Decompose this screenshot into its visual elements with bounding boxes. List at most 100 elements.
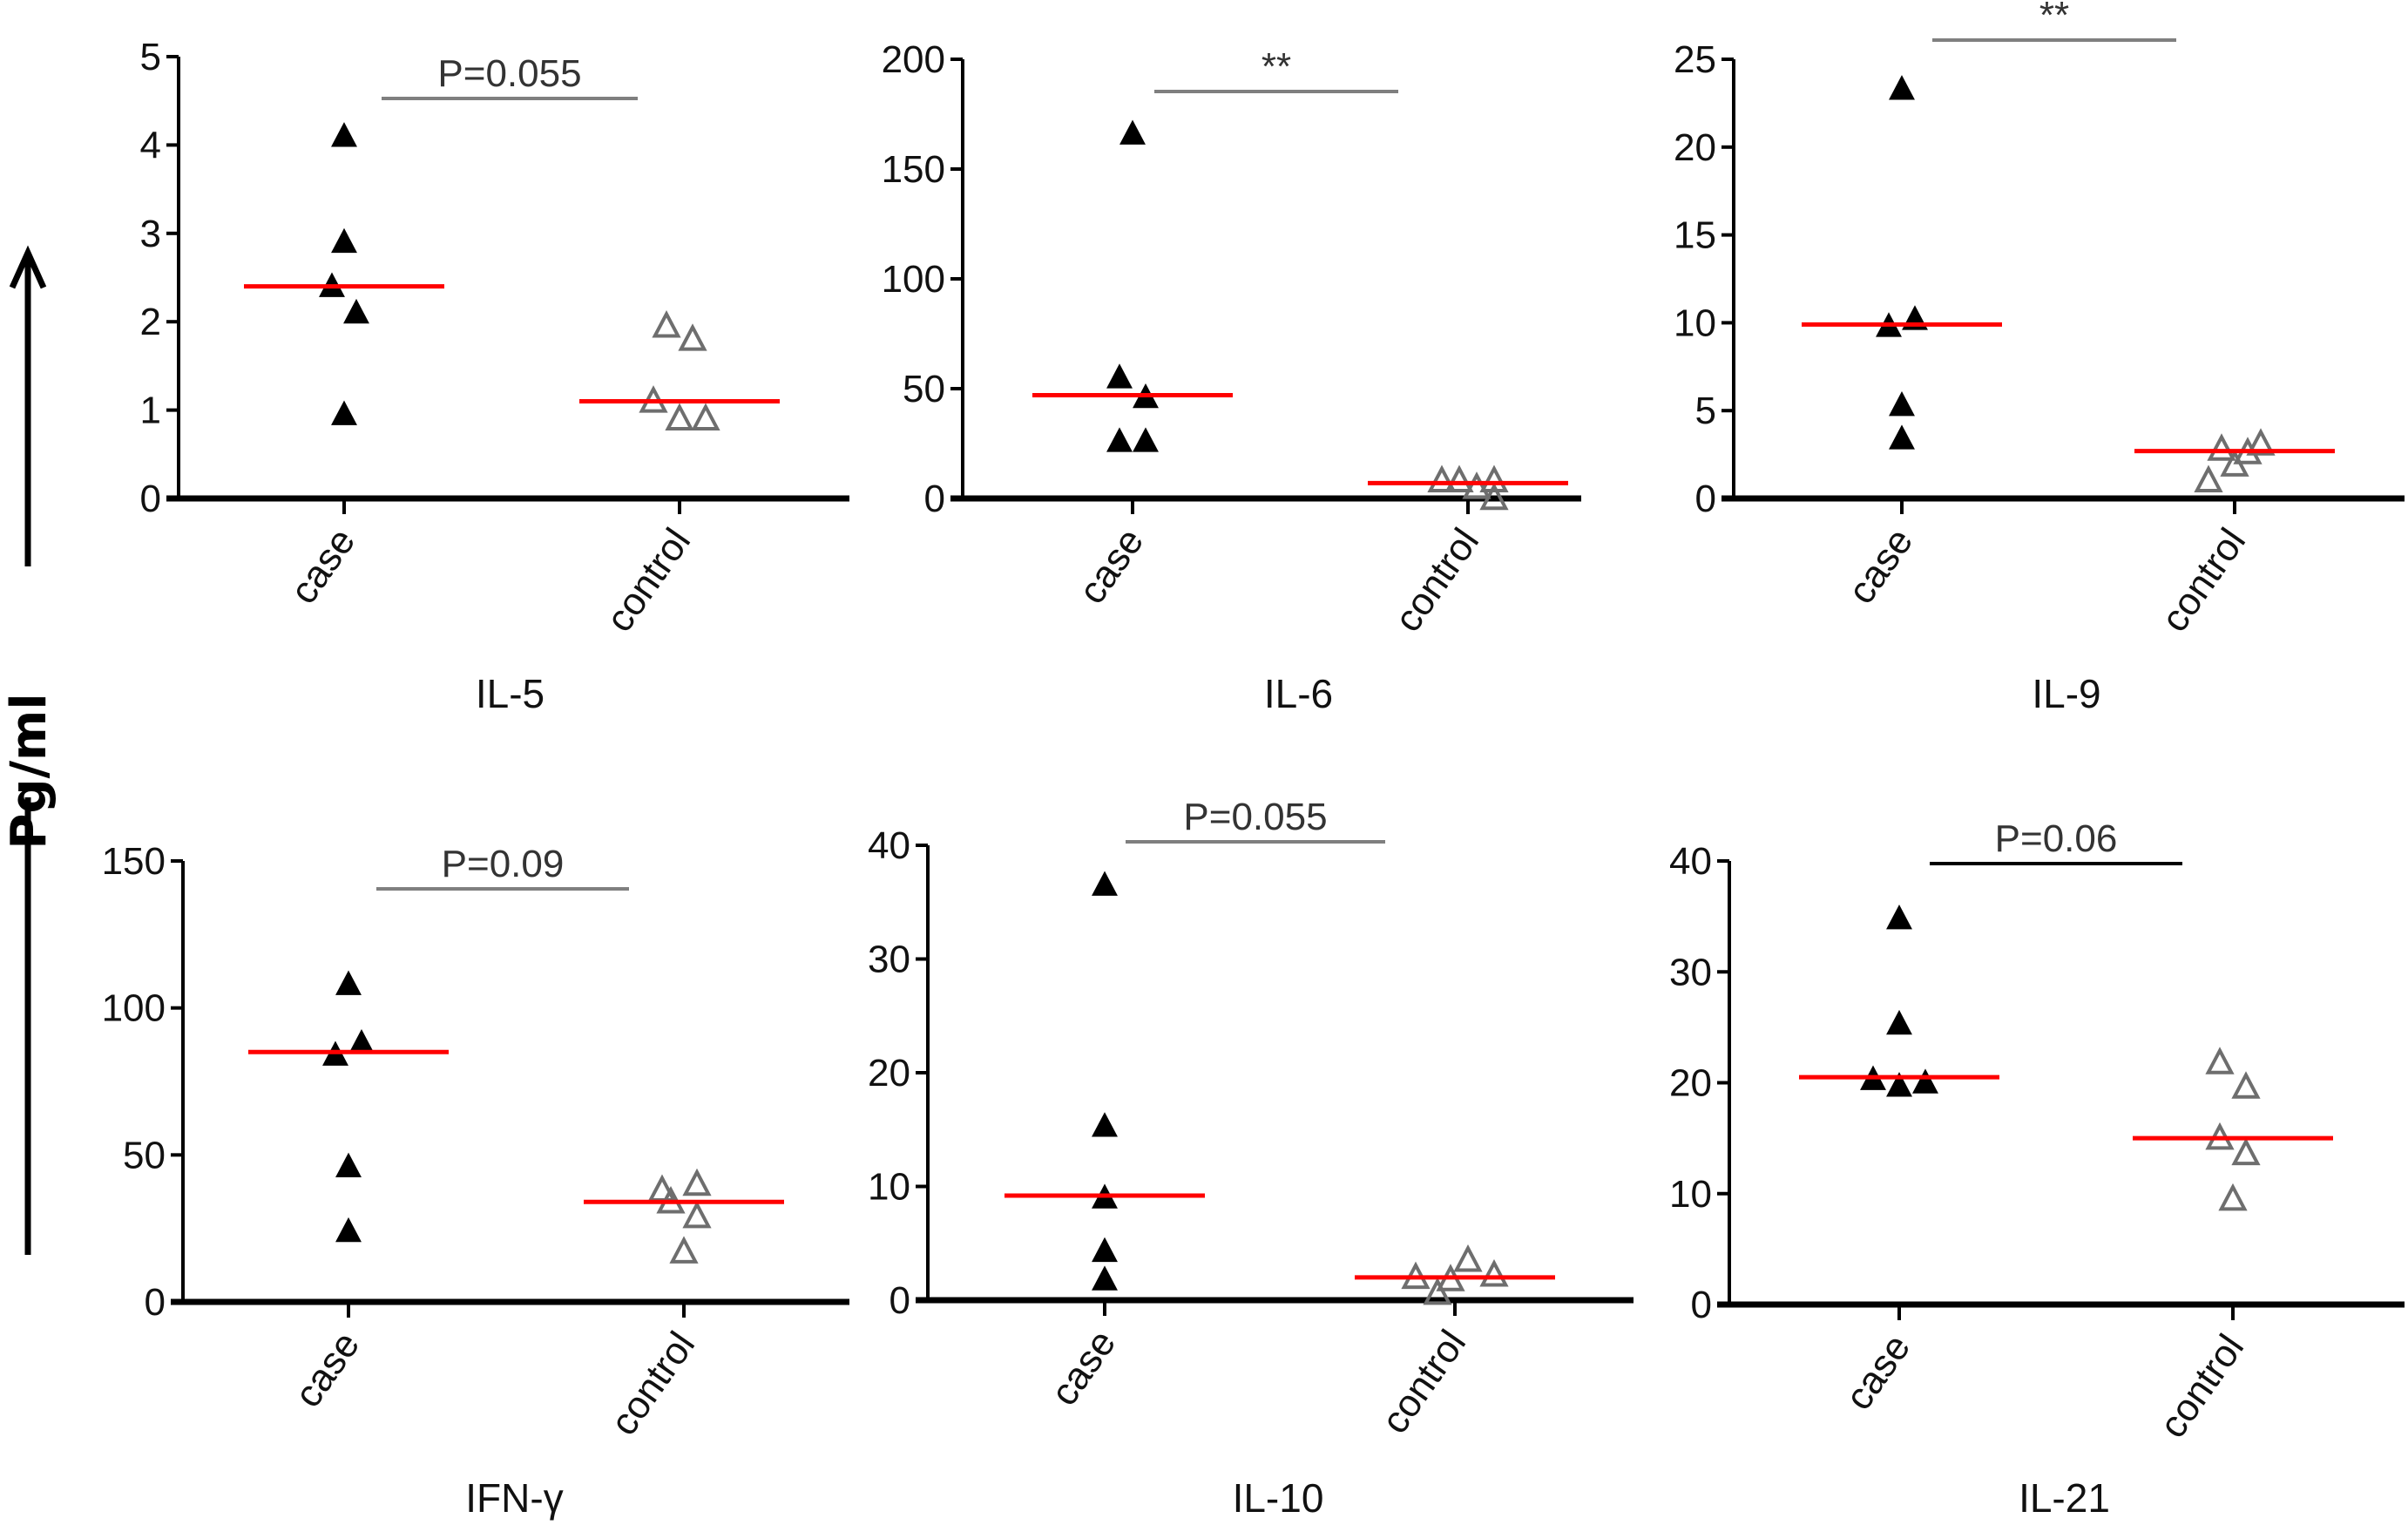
panel-title: IL-5 — [476, 671, 545, 716]
data-point-control — [678, 323, 707, 351]
data-point-case — [1092, 1265, 1118, 1291]
panel-title: IL-9 — [2032, 671, 2100, 716]
y-tick-label: 20 — [1674, 126, 1716, 169]
data-point-control — [1423, 1277, 1452, 1305]
data-point-case — [1133, 427, 1159, 452]
panel-ifn-: 0 50 100 150 case control P=0.09 IFN-γ — [102, 840, 849, 1521]
panel-title: IL-10 — [1233, 1475, 1324, 1521]
data-point-case — [348, 1029, 375, 1054]
x-tick-label-control: control — [2153, 521, 2254, 640]
y-tick-label: 50 — [903, 368, 945, 410]
data-point-control — [2231, 1137, 2261, 1166]
data-point-control — [1462, 471, 1491, 499]
data-point-control — [669, 1236, 699, 1264]
y-tick-label: 10 — [1669, 1173, 1712, 1216]
data-point-case — [1889, 424, 1915, 450]
data-point-control — [1479, 1259, 1509, 1287]
y-tick-label: 20 — [1669, 1062, 1712, 1105]
significance-label: ** — [1261, 45, 1291, 88]
y-tick-label: 200 — [882, 38, 945, 81]
data-point-control — [1479, 464, 1509, 493]
data-point-case — [1106, 427, 1133, 452]
y-tick-label: 40 — [1669, 840, 1712, 883]
data-point-case — [1889, 75, 1915, 100]
y-tick-label: 5 — [1695, 390, 1716, 432]
y-tick-label: 10 — [868, 1166, 910, 1209]
data-point-case — [1119, 119, 1146, 145]
significance-label: ** — [2039, 0, 2069, 37]
data-point-case — [331, 122, 357, 147]
y-tick-label: 100 — [102, 987, 166, 1030]
y-tick-label: 0 — [889, 1279, 910, 1322]
data-point-control — [2194, 464, 2223, 493]
panel-il-10: 0 10 20 30 40 case control P=0.055 IL-10 — [868, 796, 1634, 1521]
y-tick-label: 150 — [102, 840, 166, 883]
y-tick-label: 15 — [1674, 214, 1716, 257]
data-point-case — [1886, 1072, 1912, 1097]
panel-il-5: 0 1 2 3 4 5 case control P=0.055 IL-5 — [140, 36, 849, 716]
y-axis-label-group: Pg/ml — [1, 245, 57, 1255]
data-point-control — [1453, 1244, 1483, 1272]
panel-title: IL-21 — [2019, 1475, 2110, 1521]
x-tick-label-control: control — [1373, 1323, 1474, 1441]
data-point-case — [1092, 871, 1118, 896]
x-tick-label-control: control — [2151, 1327, 2252, 1446]
data-point-control — [2205, 1047, 2235, 1074]
panel-il-6: 0 50 100 150 200 case control ** IL-6 — [882, 38, 1581, 716]
data-point-control — [2220, 449, 2249, 477]
data-point-control — [652, 309, 681, 338]
significance-label: P=0.06 — [1995, 817, 2118, 860]
y-tick-label: 30 — [1669, 951, 1712, 993]
y-tick-label: 0 — [1691, 1284, 1712, 1326]
y-tick-label: 0 — [1695, 478, 1716, 520]
data-point-case — [1092, 1112, 1118, 1137]
y-tick-label: 150 — [882, 148, 945, 191]
y-tick-label: 40 — [868, 824, 910, 867]
y-tick-label: 20 — [868, 1052, 910, 1095]
data-point-case — [1106, 363, 1133, 389]
data-point-control — [682, 1200, 712, 1229]
panel-title: IL-6 — [1264, 671, 1333, 716]
data-point-case — [1886, 905, 1912, 930]
x-tick-label-case: case — [1071, 521, 1152, 612]
data-point-case — [335, 1217, 362, 1243]
data-point-control — [2207, 433, 2236, 461]
data-point-control — [665, 403, 694, 430]
data-point-control — [2231, 1071, 2261, 1099]
y-tick-label: 4 — [140, 124, 161, 166]
y-tick-label: 2 — [140, 301, 161, 343]
data-point-case — [331, 400, 357, 425]
y-tick-label: 100 — [882, 258, 945, 301]
panel-title: IFN-γ — [465, 1475, 563, 1521]
y-tick-label: 1 — [140, 390, 161, 432]
x-tick-label-case: case — [1043, 1323, 1124, 1413]
data-point-case — [343, 298, 369, 324]
x-tick-label-control: control — [602, 1325, 703, 1443]
data-point-control — [2246, 428, 2276, 456]
significance-label: P=0.055 — [437, 52, 581, 95]
y-tick-label: 0 — [140, 478, 161, 520]
significance-label: P=0.09 — [442, 843, 565, 885]
x-tick-label-control: control — [598, 521, 699, 640]
y-tick-label: 5 — [140, 36, 161, 78]
y-tick-label: 3 — [140, 213, 161, 255]
x-tick-label-control: control — [1386, 521, 1487, 640]
x-tick-label-case: case — [282, 521, 363, 612]
panel-il-9: 0 5 10 15 20 25 case control ** IL-9 — [1674, 0, 2405, 716]
x-tick-label-case: case — [1837, 1327, 1918, 1418]
data-point-case — [1886, 1009, 1912, 1035]
y-tick-label: 0 — [145, 1281, 166, 1324]
y-tick-label: 25 — [1674, 38, 1716, 81]
x-tick-label-case: case — [1840, 521, 1921, 612]
y-tick-label: 0 — [924, 478, 945, 520]
data-point-case — [335, 970, 362, 995]
data-point-case — [1092, 1237, 1118, 1263]
data-point-control — [691, 403, 720, 430]
data-point-case — [1912, 1068, 1938, 1094]
significance-label: P=0.055 — [1183, 796, 1327, 838]
data-point-case — [1889, 391, 1915, 417]
data-point-control — [2218, 1183, 2248, 1211]
panel-il-21: 0 10 20 30 40 case control P=0.06 IL-21 — [1669, 817, 2405, 1521]
